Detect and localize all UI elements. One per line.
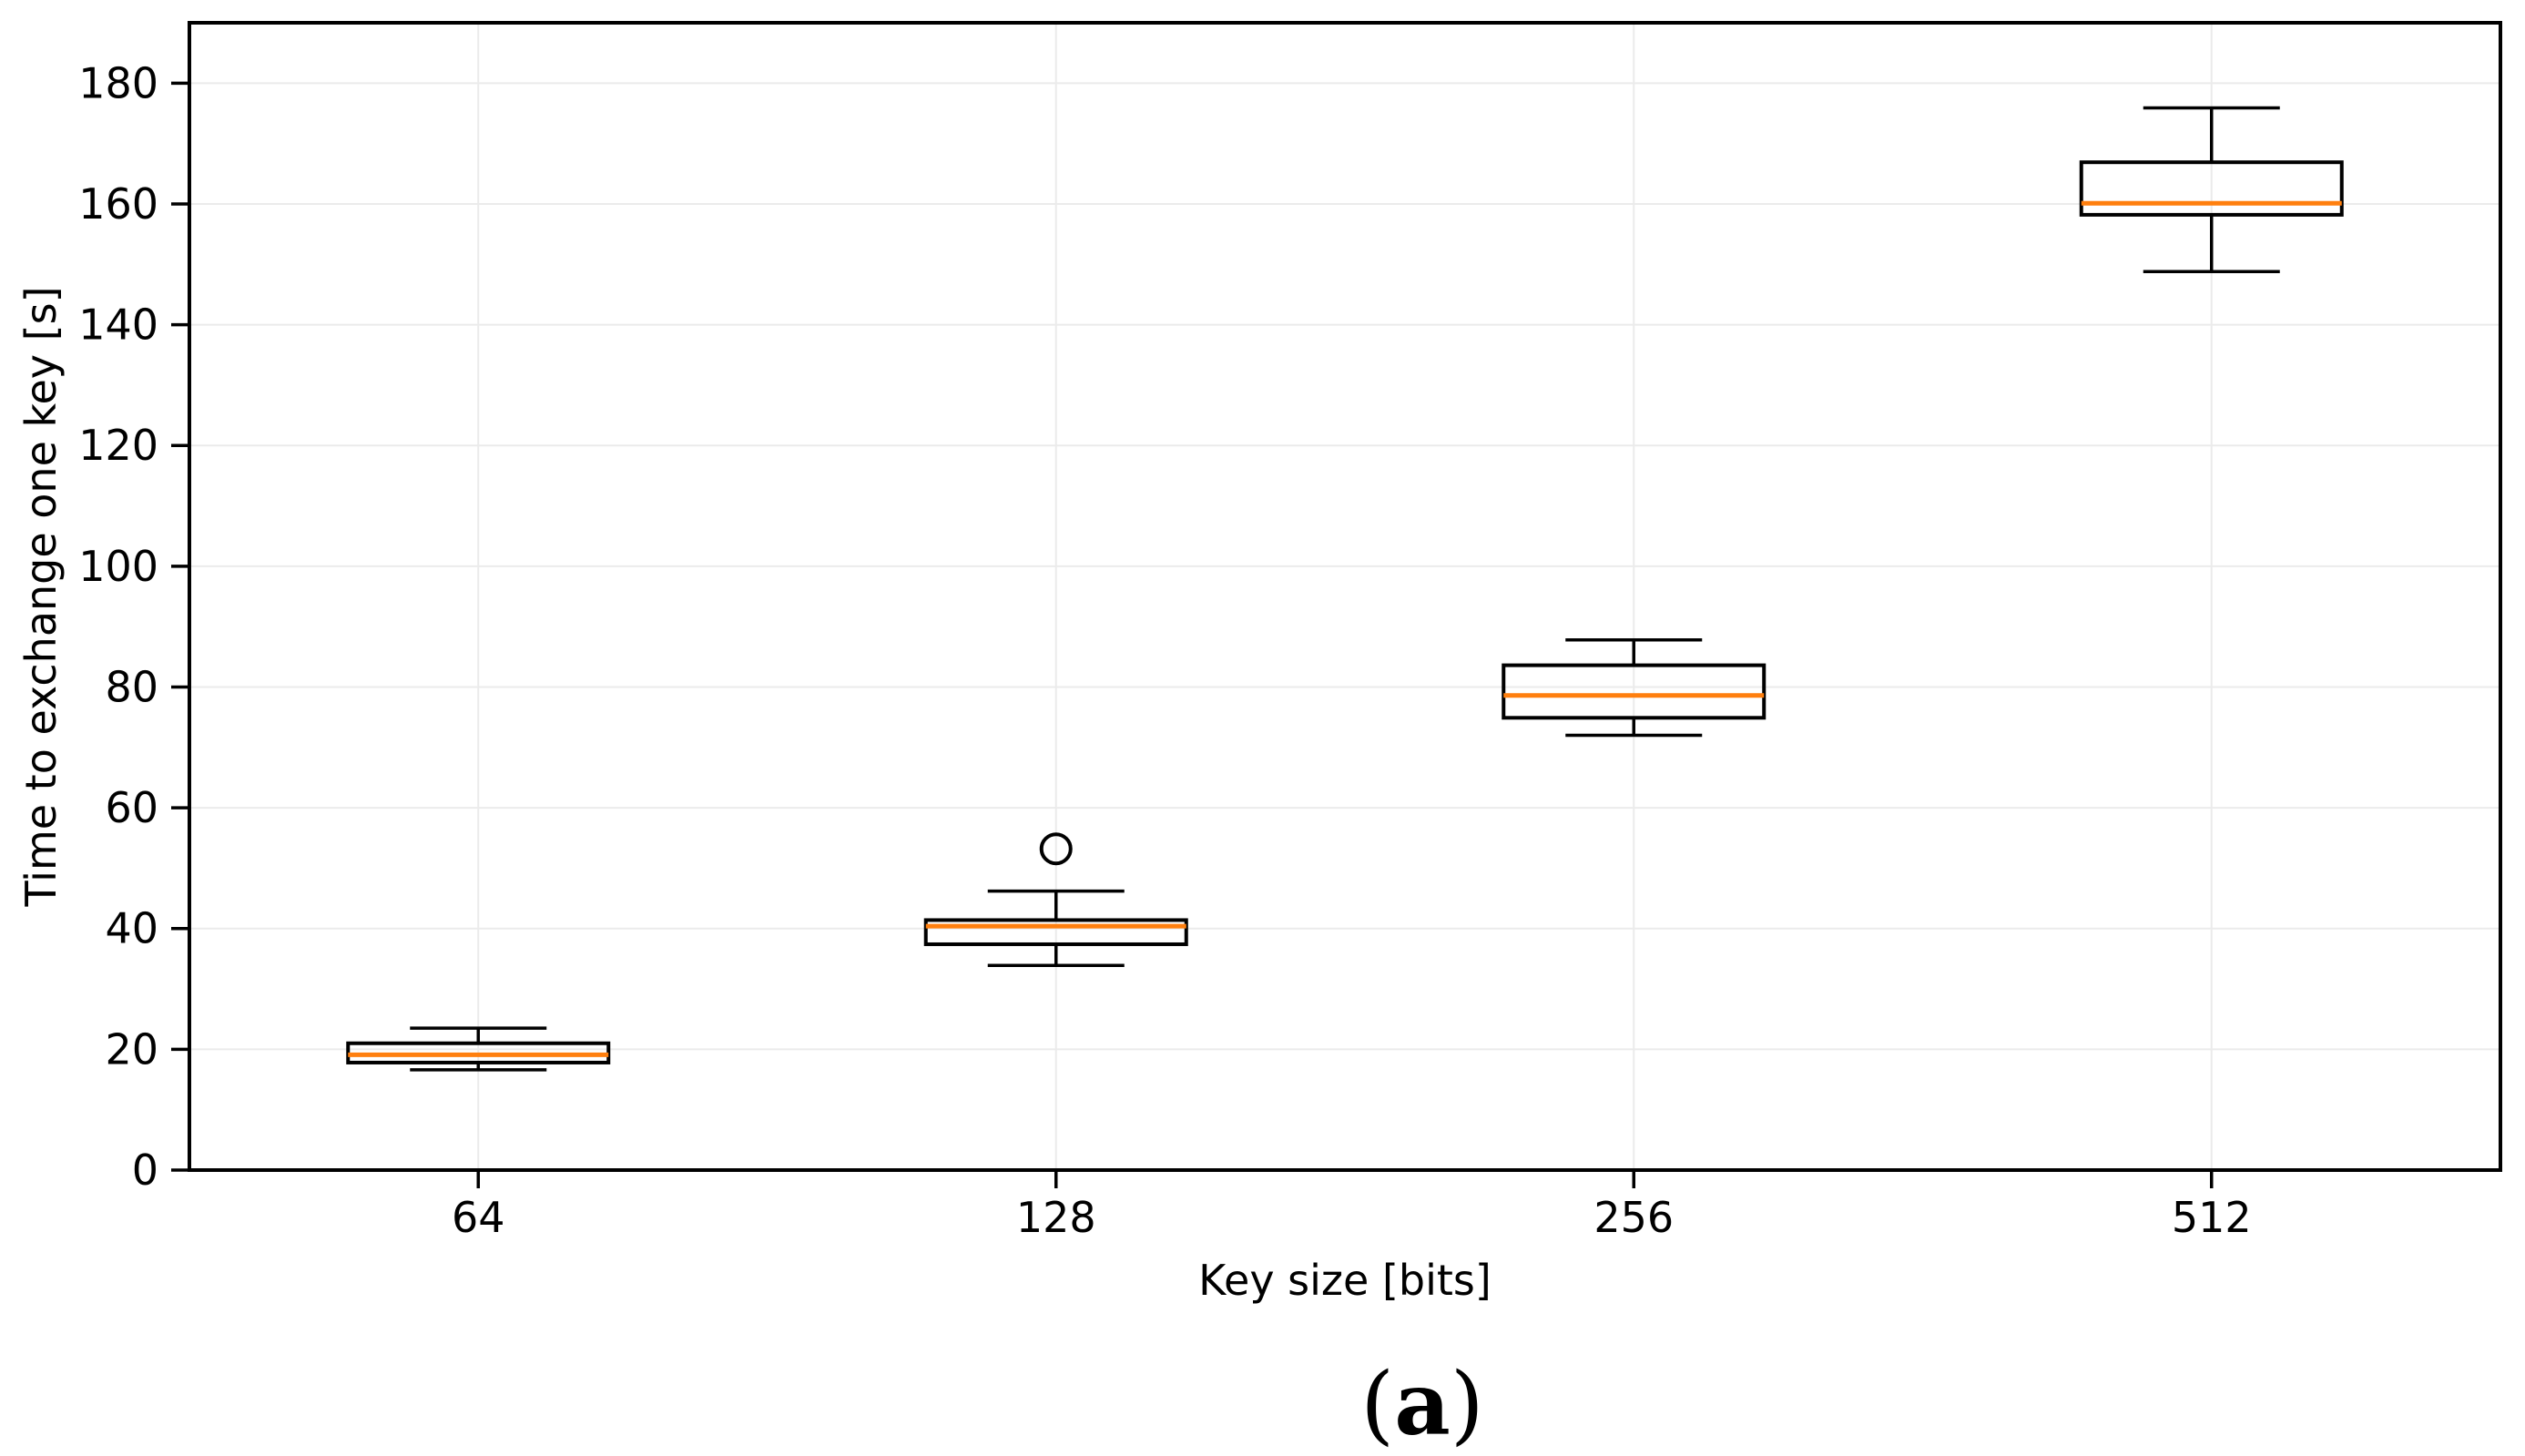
y-tick-label: 180 <box>78 58 158 107</box>
caption-open-paren: ( <box>1360 1354 1395 1455</box>
outlier-point <box>1039 832 1073 866</box>
y-tick-label: 80 <box>105 662 158 711</box>
x-tick-label: 128 <box>1016 1193 1096 1242</box>
iqr-box <box>923 918 1188 946</box>
iqr-box <box>2079 160 2344 217</box>
x-axis-label: Key size [bits] <box>1198 1256 1492 1305</box>
y-tick-label: 100 <box>78 542 158 591</box>
subfigure-caption: (a) <box>1360 1354 1484 1455</box>
y-axis-label: Time to exchange one key [s] <box>16 286 66 907</box>
caption-close-paren: ) <box>1450 1354 1484 1455</box>
y-tick-label: 20 <box>105 1024 158 1074</box>
y-tick-label: 120 <box>78 421 158 470</box>
iqr-box <box>1502 663 1766 720</box>
y-tick-label: 160 <box>78 179 158 229</box>
x-tick-label: 512 <box>2172 1193 2252 1242</box>
x-tick-label: 256 <box>1593 1193 1674 1242</box>
y-tick-label: 60 <box>105 783 158 832</box>
y-tick-label: 0 <box>132 1145 158 1195</box>
y-tick-label: 140 <box>78 300 158 350</box>
y-tick-label: 40 <box>105 904 158 953</box>
x-tick-label: 64 <box>452 1193 505 1242</box>
caption-letter: a <box>1394 1353 1451 1455</box>
plot-frame <box>188 21 2502 1172</box>
